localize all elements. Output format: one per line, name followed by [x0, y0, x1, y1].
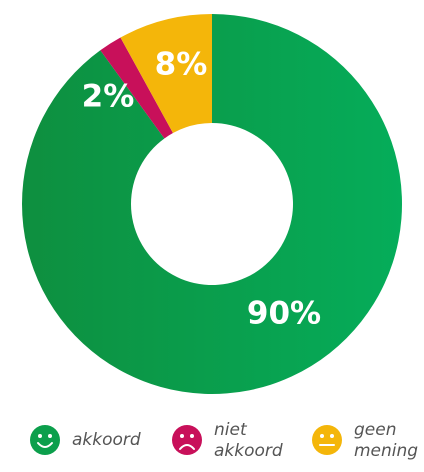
donut-slice [21, 14, 402, 394]
icon-eye [38, 434, 42, 438]
icon-eye [330, 434, 334, 438]
legend-label: niet akkoord [214, 420, 283, 461]
legend-item: geen mening [312, 420, 418, 461]
legend-icon [172, 425, 202, 455]
legend-label: akkoord [72, 430, 141, 450]
icon-eye [320, 434, 324, 438]
icon-eye [180, 434, 184, 438]
legend-icon [312, 425, 342, 455]
legend-icon [30, 425, 60, 455]
icon-eye [48, 434, 52, 438]
icon-mouth [179, 444, 195, 450]
legend-item: akkoord [30, 425, 141, 455]
icon-mouth [37, 442, 53, 448]
legend-item: niet akkoord [172, 420, 283, 461]
legend-label: geen mening [354, 420, 418, 461]
data-label: 8% [155, 47, 208, 83]
donut-slice [100, 37, 173, 139]
donut-slice [120, 14, 212, 134]
icon-eye [190, 434, 194, 438]
data-label: 2% [82, 79, 135, 115]
data-label: 90% [247, 296, 321, 332]
